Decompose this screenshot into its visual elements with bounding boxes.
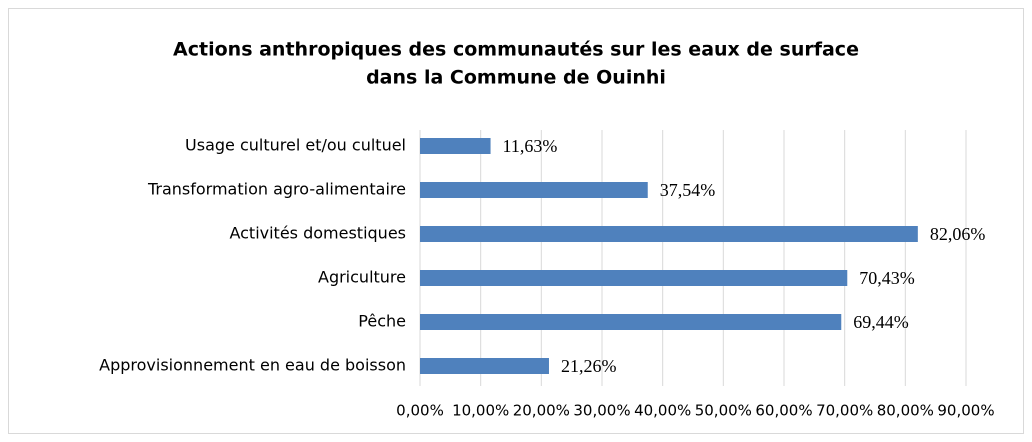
- bar: [420, 226, 918, 242]
- value-label: 82,06%: [930, 224, 986, 244]
- x-tick-label: 50,00%: [695, 402, 752, 420]
- y-tick-label: Approvisionnement en eau de boisson: [99, 356, 406, 375]
- x-tick-label: 70,00%: [816, 402, 873, 420]
- value-label: 37,54%: [660, 180, 716, 200]
- bar: [420, 138, 491, 154]
- bar: [420, 182, 648, 198]
- y-tick-label: Pêche: [358, 312, 406, 331]
- x-tick-label: 60,00%: [755, 402, 812, 420]
- y-tick-label: Usage culturel et/ou cultuel: [185, 136, 406, 155]
- y-tick-label: Transformation agro-alimentaire: [147, 180, 406, 199]
- x-tick-label: 80,00%: [877, 402, 934, 420]
- x-tick-label: 10,00%: [452, 402, 509, 420]
- bar: [420, 314, 842, 330]
- x-tick-label: 90,00%: [937, 402, 994, 420]
- bar: [420, 358, 549, 374]
- value-label: 11,63%: [503, 136, 558, 156]
- value-label: 69,44%: [853, 312, 909, 332]
- y-tick-label: Agriculture: [318, 268, 406, 287]
- x-tick-label: 30,00%: [573, 402, 630, 420]
- value-label: 70,43%: [859, 268, 915, 288]
- x-tick-label: 20,00%: [513, 402, 570, 420]
- bar: [420, 270, 848, 286]
- value-label: 21,26%: [561, 356, 617, 376]
- y-tick-label: Activités domestiques: [229, 224, 406, 243]
- x-tick-label: 0,00%: [396, 402, 444, 420]
- chart-title: Actions anthropiques des communautés sur…: [173, 39, 859, 61]
- x-tick-label: 40,00%: [634, 402, 691, 420]
- chart-title: dans la Commune de Ouinhi: [366, 67, 666, 89]
